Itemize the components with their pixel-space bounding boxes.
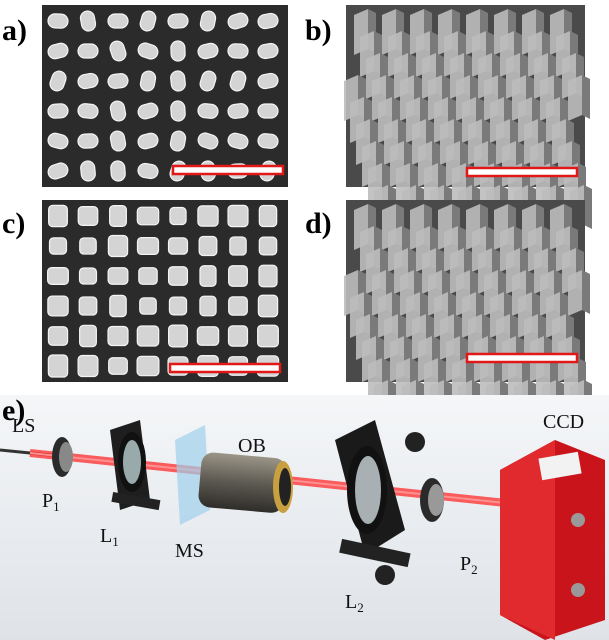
- texture: [137, 238, 158, 255]
- label-main: P: [460, 553, 471, 575]
- texture: [228, 205, 248, 226]
- texture: [259, 206, 276, 227]
- ccd-label: CCD: [543, 411, 584, 433]
- texture: [108, 327, 128, 346]
- sem-panel-a: [42, 5, 288, 187]
- texture: [168, 13, 189, 28]
- texture: [198, 206, 218, 226]
- texture: [108, 14, 128, 28]
- texture: [169, 267, 188, 285]
- texture: [197, 103, 218, 119]
- texture: [229, 297, 248, 315]
- label-main: P: [42, 490, 53, 512]
- sem-panel-c: [42, 200, 288, 382]
- label-main: L: [100, 525, 112, 547]
- texture: [584, 185, 592, 229]
- texture: [79, 297, 97, 315]
- texture: [108, 268, 128, 285]
- label-sub: 1: [112, 534, 119, 549]
- texture: [78, 356, 98, 377]
- texture: [78, 134, 99, 149]
- texture: [77, 103, 98, 119]
- texture: [169, 297, 186, 315]
- texture: [169, 238, 188, 254]
- texture: [568, 270, 582, 316]
- texture: [48, 296, 68, 316]
- setup-panel: e) LS P1 L1 MS OB L2 P2 CCD: [0, 394, 609, 640]
- texture: [108, 236, 127, 257]
- texture: [48, 103, 69, 118]
- texture: [48, 14, 69, 29]
- panel-label: c): [2, 207, 25, 240]
- sem-panel-b: [344, 5, 592, 231]
- texture: [139, 268, 157, 285]
- texture: [137, 326, 158, 346]
- texture: [78, 44, 98, 58]
- texture: [107, 73, 129, 89]
- texture: [230, 237, 246, 255]
- texture: [258, 325, 279, 346]
- texture: [80, 268, 97, 284]
- texture: [199, 237, 217, 256]
- ob-label: OB: [238, 435, 266, 457]
- texture: [80, 160, 96, 181]
- texture: [259, 265, 277, 287]
- texture: [110, 295, 126, 316]
- texture: [582, 270, 590, 314]
- panel-label: b): [305, 14, 332, 47]
- texture: [258, 104, 278, 118]
- texture: [228, 44, 248, 59]
- figure: a) b) c) d) e) LS P1 L1 MS OB L2 P2 CCD: [0, 0, 609, 640]
- ls-label: LS: [12, 415, 35, 437]
- texture: [137, 207, 158, 225]
- label-sub: 2: [357, 600, 364, 615]
- texture: [170, 70, 186, 91]
- texture: [200, 296, 216, 316]
- texture: [197, 327, 218, 345]
- ms-label: MS: [175, 540, 204, 562]
- texture: [170, 364, 280, 372]
- texture: [170, 101, 185, 122]
- panel-label: a): [2, 14, 27, 47]
- texture: [229, 266, 248, 286]
- texture: [467, 168, 577, 176]
- texture: [110, 161, 125, 182]
- label-sub: 2: [471, 562, 478, 577]
- texture: [48, 327, 67, 346]
- texture: [48, 268, 69, 285]
- texture: [110, 206, 127, 227]
- texture: [80, 325, 97, 346]
- texture: [140, 298, 156, 314]
- texture: [200, 266, 216, 287]
- texture: [259, 237, 276, 255]
- texture: [173, 166, 283, 174]
- texture: [257, 133, 278, 149]
- panel-label: d): [305, 207, 332, 240]
- texture: [227, 103, 249, 119]
- texture: [109, 358, 128, 374]
- texture: [49, 205, 68, 226]
- texture: [78, 207, 98, 226]
- texture: [169, 325, 188, 347]
- label-sub: 1: [53, 499, 60, 514]
- texture: [170, 208, 186, 225]
- texture: [229, 326, 248, 346]
- texture: [48, 355, 67, 377]
- texture: [137, 356, 159, 375]
- label-main: L: [345, 591, 357, 613]
- texture: [49, 238, 66, 254]
- sem-panel-d: [344, 200, 592, 426]
- texture: [80, 238, 96, 254]
- texture: [258, 295, 277, 316]
- texture: [568, 75, 582, 121]
- texture: [171, 41, 186, 62]
- texture: [582, 75, 590, 119]
- texture: [467, 354, 577, 362]
